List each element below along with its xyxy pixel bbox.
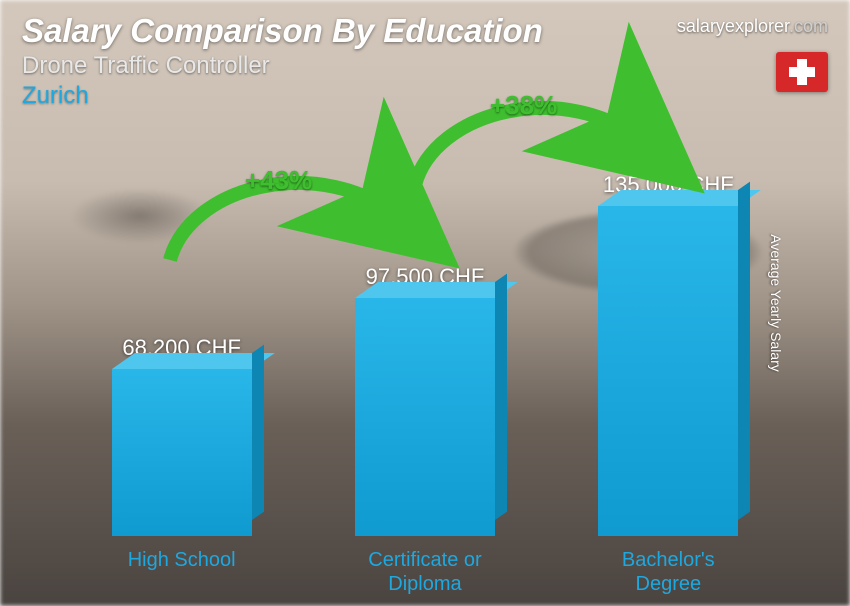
brand-main: salaryexplorer	[677, 16, 789, 36]
bar: 135,000 CHF	[583, 172, 753, 536]
bar-front	[355, 298, 495, 536]
chart-location: Zurich	[22, 82, 828, 110]
chart-stage: Salary Comparison By Education Drone Tra…	[0, 0, 850, 606]
bar-front	[598, 206, 738, 536]
bar-side	[252, 345, 264, 520]
bar-top	[355, 282, 518, 298]
bar-top	[598, 190, 761, 206]
bar-side	[738, 182, 750, 520]
bar-side	[495, 274, 507, 520]
bar-front	[112, 369, 252, 536]
bar: 97,500 CHF	[340, 264, 510, 536]
brand-label: salaryexplorer.com	[677, 16, 828, 37]
x-label: Bachelor'sDegree	[578, 548, 758, 596]
x-label: Certificate orDiploma	[335, 548, 515, 596]
switzerland-flag-icon	[776, 52, 828, 92]
x-axis-labels: High School Certificate orDiploma Bachelor…	[60, 548, 790, 596]
x-label: High School	[92, 548, 272, 596]
bar-top	[112, 353, 275, 369]
brand-tld: .com	[789, 16, 828, 36]
bar-chart: 68,200 CHF97,500 CHF135,000 CHF +43%	[60, 160, 790, 536]
chart-subtitle: Drone Traffic Controller	[22, 52, 828, 80]
bar: 68,200 CHF	[97, 335, 267, 536]
